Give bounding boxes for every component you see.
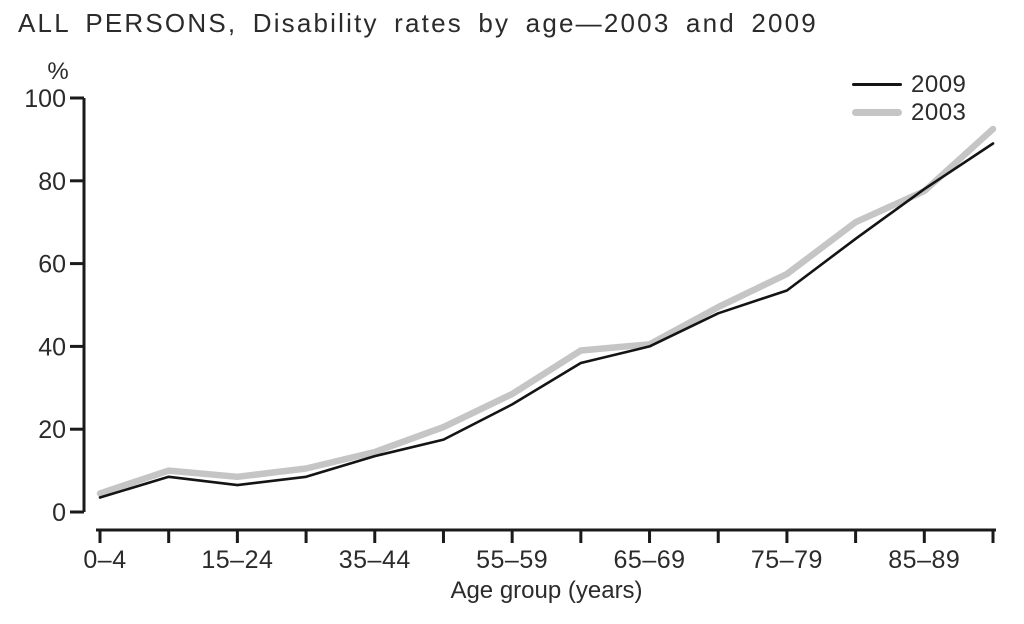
x-tick-label-55–59: 55–59 (476, 546, 548, 574)
y-tick-label-60: 60 (38, 251, 66, 279)
x-tick-label-0–4: 0–4 (83, 546, 126, 574)
x-tick-label-65–69: 65–69 (614, 546, 686, 574)
x-tick-label-35–44: 35–44 (339, 546, 411, 574)
y-tick-label-40: 40 (38, 333, 66, 361)
legend-line-2003-icon (852, 109, 902, 116)
legend-label-2003: 2003 (911, 98, 967, 126)
y-tick-label-0: 0 (52, 499, 66, 527)
x-tick-label-75–79: 75–79 (751, 546, 823, 574)
y-tick-label-100: 100 (24, 85, 66, 113)
legend-label-2009: 2009 (911, 70, 967, 98)
legend-item-2003: 2003 (852, 100, 966, 125)
chart-title: ALL PERSONS, Disability rates by age—200… (18, 8, 818, 38)
series-line-2009 (98, 142, 995, 499)
legend: 2009 2003 (852, 72, 966, 125)
y-axis-unit-label: % (47, 58, 68, 85)
series-line-2003 (96, 125, 997, 497)
legend-item-2009: 2009 (852, 72, 966, 97)
y-tick-label-80: 80 (38, 168, 66, 196)
x-axis-title: Age group (years) (450, 577, 642, 604)
x-tick-label-85–89: 85–89 (888, 546, 960, 574)
x-tick-label-15–24: 15–24 (201, 546, 273, 574)
y-tick-label-20: 20 (38, 416, 66, 444)
legend-line-2009-icon (852, 83, 902, 86)
